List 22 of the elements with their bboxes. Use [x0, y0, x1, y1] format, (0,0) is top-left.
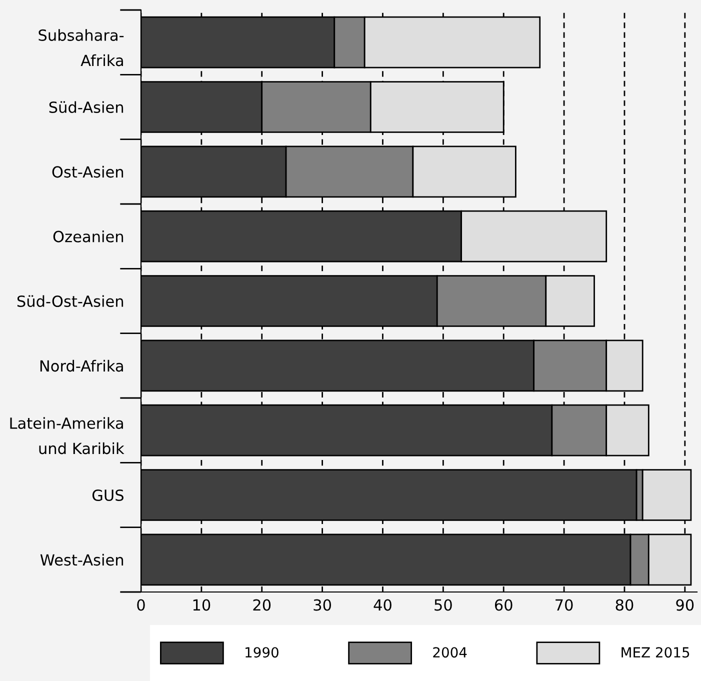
legend-label: MEZ 2015 — [622, 647, 690, 658]
x-tick-label: 60 — [494, 599, 512, 611]
x-tick-label: 20 — [253, 599, 271, 611]
y-tick-label: Süd-Ost-Asien — [17, 295, 124, 308]
y-tick-label: Nord-Afrika — [40, 360, 123, 372]
x-tick-label: 50 — [434, 599, 452, 611]
x-tick-label: 30 — [314, 599, 332, 611]
x-tick-label: 40 — [374, 599, 392, 611]
y-tick-label: Ozeanien — [53, 230, 124, 242]
y-tick-label: GUS — [92, 489, 124, 502]
legend-label: 2004 — [433, 647, 467, 658]
y-tick-label: Subsahara- Afrika — [38, 29, 124, 66]
x-tick-label: 0 — [137, 599, 145, 611]
x-tick-label: 80 — [616, 599, 634, 611]
x-tick-label: 70 — [556, 599, 573, 611]
y-tick-label: Süd-Asien — [49, 101, 124, 114]
legend-label: 1990 — [246, 647, 278, 658]
y-tick-label: West-Asien — [40, 554, 124, 566]
x-tick-label: 90 — [676, 599, 694, 611]
y-tick-label: Ost-Asien — [52, 166, 124, 178]
x-tick-label: 10 — [193, 599, 210, 611]
y-tick-label: Latein-Amerika und Karibik — [10, 417, 124, 454]
